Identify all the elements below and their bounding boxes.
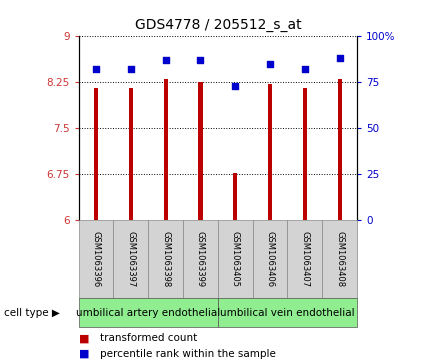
Text: umbilical vein endothelial: umbilical vein endothelial [220,307,355,318]
Point [93,66,99,72]
Text: GSM1063408: GSM1063408 [335,231,344,287]
Text: GSM1063405: GSM1063405 [231,231,240,287]
Point [232,83,238,89]
Text: transformed count: transformed count [100,333,197,343]
Text: cell type ▶: cell type ▶ [4,307,60,318]
Bar [164,79,168,220]
Text: umbilical artery endothelial: umbilical artery endothelial [76,307,220,318]
Title: GDS4778 / 205512_s_at: GDS4778 / 205512_s_at [134,19,301,33]
Bar [303,87,307,220]
Text: GSM1063407: GSM1063407 [300,231,309,287]
Bar [233,173,237,220]
Bar [94,88,98,220]
Point [336,56,343,61]
Text: GSM1063398: GSM1063398 [161,231,170,287]
Text: ■: ■ [79,333,89,343]
Text: GSM1063399: GSM1063399 [196,231,205,287]
Text: GSM1063397: GSM1063397 [126,231,135,287]
Text: GSM1063406: GSM1063406 [266,231,275,287]
Point [301,66,308,72]
Bar [129,87,133,220]
Point [266,61,273,67]
Text: percentile rank within the sample: percentile rank within the sample [100,349,276,359]
Bar [198,82,202,220]
Point [128,66,134,72]
Bar [337,79,342,220]
Text: ■: ■ [79,349,89,359]
Text: GSM1063396: GSM1063396 [91,231,101,287]
Point [162,57,169,63]
Bar [268,84,272,220]
Point [197,57,204,63]
